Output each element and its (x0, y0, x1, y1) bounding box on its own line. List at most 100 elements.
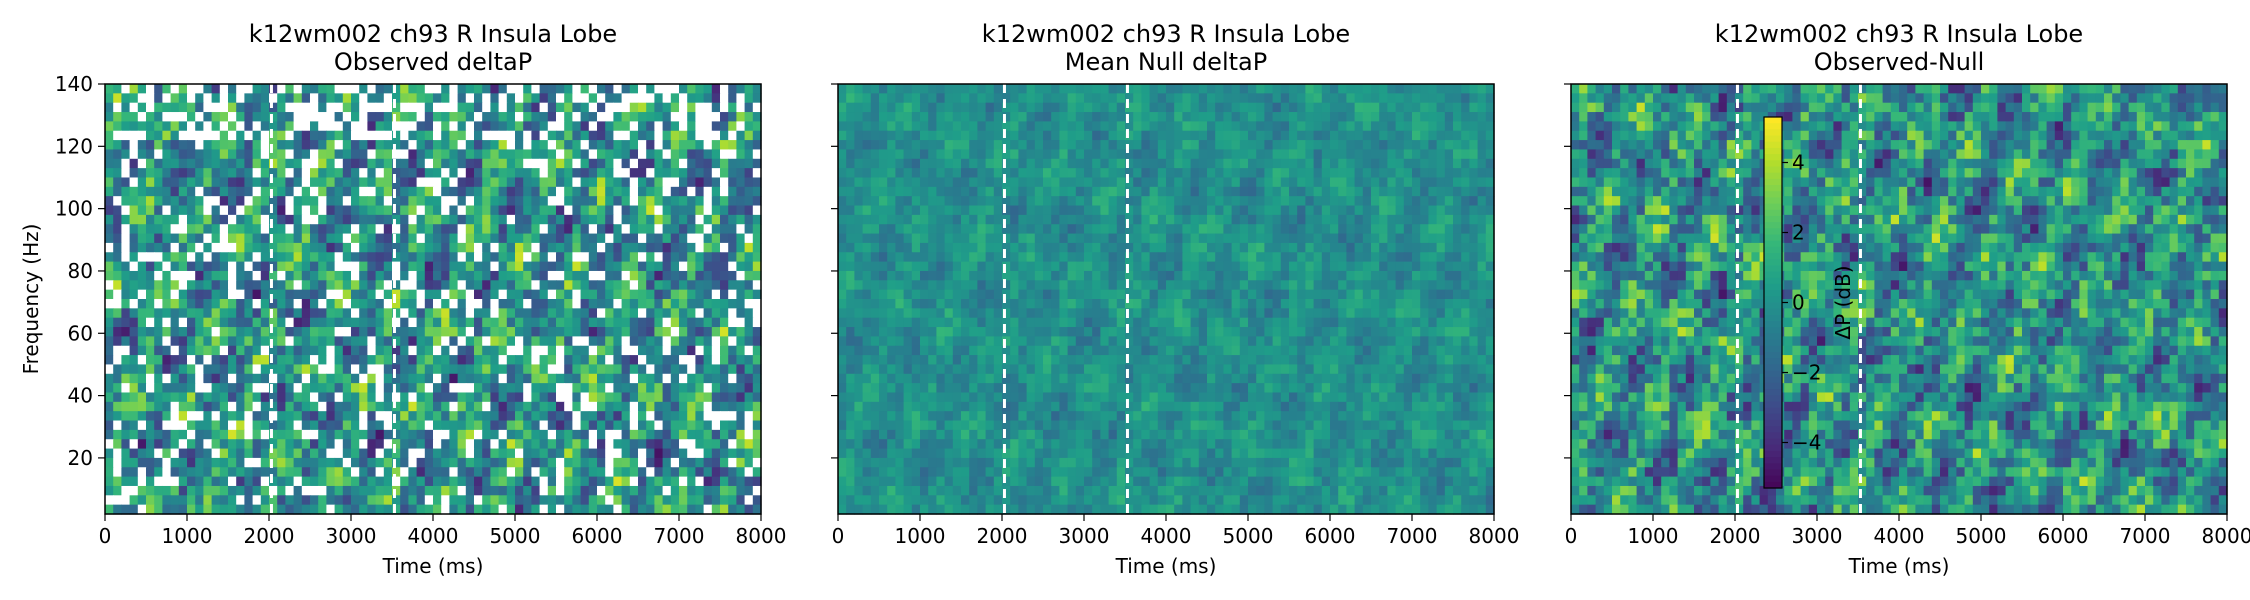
heatmap-cell (1190, 186, 1200, 197)
heatmap-cell (1362, 214, 1372, 225)
heatmap-cell (326, 205, 336, 216)
heatmap-cell (670, 392, 680, 403)
heatmap-cell (113, 355, 122, 366)
heatmap-cell (1305, 224, 1315, 235)
heatmap-cell (154, 420, 163, 431)
heatmap-cell (1305, 214, 1315, 225)
heatmap-cell (588, 121, 598, 132)
heatmap-cell (670, 149, 680, 160)
heatmap-cell (105, 130, 114, 141)
heatmap-cell (744, 373, 754, 384)
heatmap-cell (515, 252, 524, 263)
heatmap-cell (638, 261, 647, 272)
heatmap-cell (1092, 224, 1101, 235)
heatmap-cell (597, 439, 606, 450)
heatmap-cell (416, 392, 426, 403)
heatmap-cell (1469, 130, 1479, 141)
heatmap-cell (236, 355, 245, 366)
heatmap-cell (154, 242, 163, 253)
heatmap-cell (862, 196, 872, 207)
heatmap-cell (1371, 102, 1380, 113)
heatmap-cell (293, 457, 303, 468)
heatmap-cell (1207, 186, 1216, 197)
heatmap-cell (392, 196, 401, 207)
heatmap-cell (236, 364, 245, 375)
heatmap-cell (1125, 93, 1134, 104)
heatmap-cell (588, 242, 598, 253)
heatmap-cell (580, 112, 590, 122)
heatmap-cell (359, 327, 368, 337)
heatmap-cell (121, 476, 131, 487)
heatmap-cell (687, 364, 696, 375)
heatmap-cell (252, 140, 262, 151)
heatmap-cell (285, 485, 295, 496)
heatmap-cell (433, 252, 442, 263)
heatmap-cell (687, 327, 696, 337)
heatmap-cell (252, 457, 262, 468)
heatmap-cell (252, 345, 262, 356)
heatmap-cell (736, 205, 746, 216)
heatmap-cell (711, 383, 721, 394)
heatmap-cell (1297, 205, 1306, 216)
heatmap-cell (1436, 93, 1446, 104)
heatmap-cell (944, 214, 954, 225)
heatmap-cell (1420, 214, 1429, 225)
heatmap-cell (711, 233, 721, 244)
heatmap-cell (936, 93, 946, 104)
heatmap-cell (310, 457, 319, 468)
heatmap-cell (154, 233, 163, 244)
heatmap-cell (367, 242, 377, 253)
heatmap-cell (621, 186, 631, 197)
heatmap-cell (260, 261, 270, 272)
heatmap-cell (178, 149, 188, 160)
heatmap-cell (236, 504, 245, 515)
heatmap-cell (236, 168, 245, 179)
heatmap-cell (465, 177, 475, 188)
heatmap-cell (531, 485, 541, 496)
heatmap-cell (1010, 130, 1019, 141)
heatmap-cell (588, 196, 598, 207)
heatmap-cell (588, 84, 598, 94)
heatmap-cell (711, 373, 721, 384)
heatmap-cell (1469, 158, 1479, 169)
heatmap-cell (1362, 186, 1372, 197)
heatmap-cell (121, 448, 131, 459)
heatmap-cell (375, 280, 385, 291)
heatmap-cell (269, 467, 278, 478)
heatmap-cell (1141, 168, 1151, 179)
heatmap-cell (465, 476, 475, 487)
heatmap-cell (359, 186, 368, 197)
heatmap-cell (547, 308, 557, 319)
heatmap-cell (383, 345, 393, 356)
heatmap-cell (531, 214, 541, 225)
heatmap-cell (703, 504, 713, 515)
heatmap-cell (1018, 158, 1028, 169)
heatmap-cell (203, 102, 213, 113)
heatmap-cell (539, 242, 549, 253)
heatmap-cell (977, 130, 987, 141)
heatmap-cell (944, 102, 954, 113)
heatmap-cell (597, 476, 606, 487)
heatmap-cell (613, 196, 623, 207)
heatmap-cell (1264, 84, 1274, 94)
heatmap-cell (1354, 93, 1364, 104)
heatmap-cell (424, 336, 434, 347)
heatmap-cell (146, 495, 155, 506)
heatmap-cell (597, 242, 606, 253)
heatmap-cell (482, 299, 491, 309)
heatmap-cell (993, 84, 1003, 94)
heatmap-cell (1026, 84, 1036, 94)
heatmap-cell (482, 186, 491, 197)
heatmap-cell (711, 327, 721, 337)
heatmap-cell (531, 401, 541, 412)
heatmap-cell (969, 130, 978, 141)
heatmap-cell (638, 476, 647, 487)
heatmap-cell (1395, 130, 1405, 141)
heatmap-cell (662, 457, 672, 468)
heatmap-cell (178, 392, 188, 403)
heatmap-cell (416, 420, 426, 431)
heatmap-cell (1272, 112, 1282, 122)
heatmap-cell (547, 504, 557, 515)
heatmap-cell (408, 158, 418, 169)
heatmap-cell (318, 149, 327, 160)
